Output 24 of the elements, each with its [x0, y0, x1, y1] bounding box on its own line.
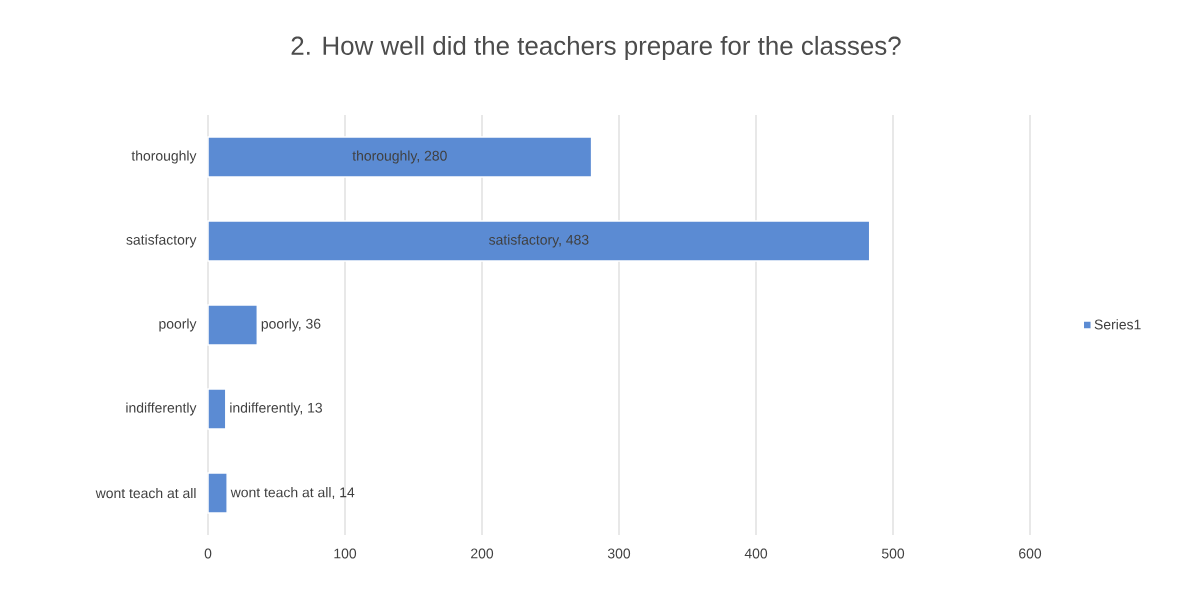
chart-title: 2. How well did the teachers prepare for the classes?: [291, 35, 901, 61]
bar: [207, 472, 228, 514]
x-tick-label: 200: [471, 548, 494, 559]
y-tick-label: indifferently: [126, 402, 197, 416]
x-tick-label: 300: [607, 548, 631, 559]
y-tick-label: wont teach at all: [95, 487, 196, 499]
x-tick-label: 500: [881, 548, 905, 559]
x-tick-label: 100: [334, 548, 357, 559]
data-label: thoroughly, 280: [352, 150, 447, 164]
data-label: wont teach at all, 14: [230, 487, 355, 499]
bar: [207, 388, 227, 430]
bar: [207, 304, 259, 346]
data-label: indifferently, 13: [230, 402, 322, 416]
legend-label: Series1: [1094, 319, 1141, 330]
x-tick-label: 600: [1019, 548, 1042, 559]
y-tick-label: poorly: [159, 318, 197, 332]
x-tick-label: 0: [204, 548, 212, 559]
x-tick-label: 400: [744, 548, 768, 559]
bar: [207, 220, 871, 262]
bar: [207, 136, 593, 178]
data-label: poorly, 36: [261, 318, 321, 332]
data-label: satisfactory, 483: [488, 234, 589, 248]
y-tick-label: satisfactory: [126, 234, 197, 248]
y-tick-label: thoroughly: [131, 150, 197, 164]
